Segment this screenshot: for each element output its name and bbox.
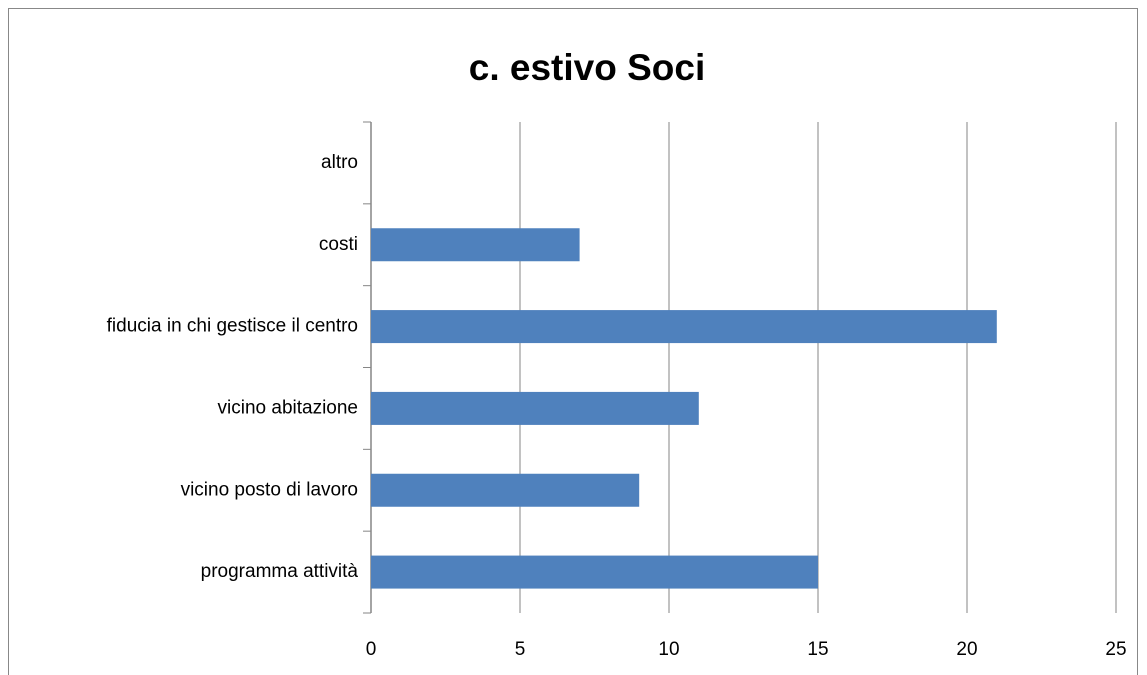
bar (371, 310, 997, 344)
y-tick-label: costi (319, 234, 358, 255)
bar (371, 473, 640, 507)
x-tick-label: 15 (807, 639, 828, 660)
y-tick-label: vicino posto di lavoro (181, 479, 358, 500)
x-tick-label: 25 (1105, 639, 1126, 660)
y-tick-label: altro (321, 152, 358, 173)
x-tick-label: 5 (515, 639, 526, 660)
bar (371, 228, 580, 262)
bar (371, 391, 699, 425)
x-tick-label: 0 (366, 639, 377, 660)
chart-title: c. estivo Soci (469, 47, 706, 88)
y-tick-label: vicino abitazione (218, 397, 358, 418)
y-tick-label: fiducia in chi gestisce il centro (107, 316, 358, 337)
y-tick-label: programma attività (201, 561, 359, 582)
bar (371, 555, 818, 589)
x-tick-label: 10 (658, 639, 679, 660)
x-tick-label: 20 (956, 639, 977, 660)
